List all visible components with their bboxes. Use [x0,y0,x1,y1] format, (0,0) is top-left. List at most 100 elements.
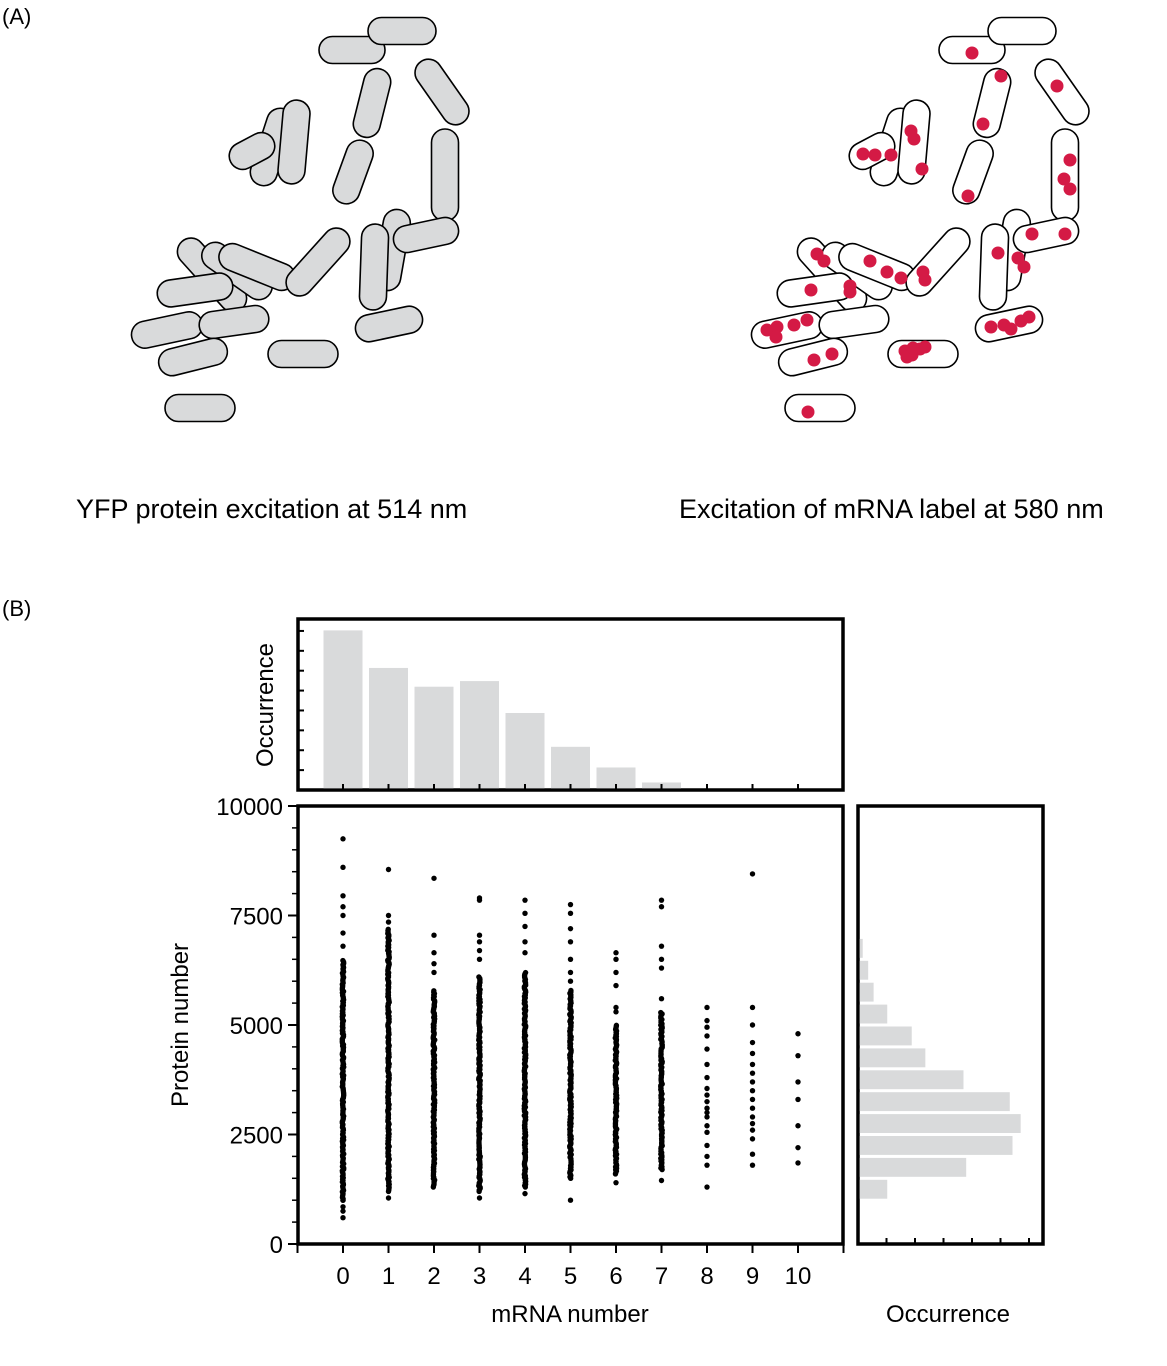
scatter-point [340,1197,346,1203]
yfp-cell-body [228,131,276,171]
scatter-point [385,919,392,925]
scatter-point [749,1061,756,1068]
top-histogram-bar [369,667,408,789]
yfp-cell-body [367,16,437,46]
y-tick-label: 10000 [216,794,283,821]
mrna-spot [1022,310,1036,324]
scatter-point [340,1215,346,1221]
mrna-spot [868,148,882,162]
y-tick-label: 7500 [230,904,283,931]
scatter-point [704,1004,710,1011]
scatter-point [476,897,483,903]
scatter-point [340,864,346,871]
yfp-cell-body [318,35,386,65]
yfp-cell-body [352,67,392,139]
scatter-point [795,1052,801,1059]
scatter-point [749,1136,756,1142]
scatter-point [658,965,665,971]
scatter-point [567,939,574,945]
mrna-cell-body [1012,216,1080,254]
scatter-point [704,1074,710,1081]
mrna-spot [994,69,1008,83]
scatter-point [340,943,346,949]
scatter-point [795,1123,801,1129]
scatter-point [795,1144,801,1151]
scatter-point [567,956,574,962]
mrna-spot [1025,227,1039,241]
side-histogram-bar [859,1048,926,1068]
scatter-point [704,1017,710,1024]
panel-a-left-caption: YFP protein excitation at 514 nm [76,494,468,524]
scatter-point [431,950,437,956]
mrna-spot [961,189,975,203]
scatter-point [522,939,528,945]
mrna-cell-body [818,304,890,340]
scatter-point [749,1127,756,1133]
scatter-point [567,910,574,917]
mrna-spot [907,132,921,146]
scatter-point [704,1142,710,1149]
top-histogram-bar [323,630,363,789]
yfp-cell-body [285,227,351,297]
scatter-point [522,969,529,976]
scatter-point [749,1114,756,1120]
yfp-cell-body [392,216,460,254]
yfp-cell [198,304,270,340]
scatter-point [476,932,483,938]
side-histogram-bar [859,1157,967,1177]
scatter-point [795,1160,801,1166]
scatter-point [522,1190,528,1197]
mrna-spot [1004,322,1018,336]
mrna-spot [906,341,920,355]
side-histogram-bar [859,982,874,1002]
scatter-point [522,923,528,930]
y-tick-label: 5000 [230,1013,283,1040]
side-histogram-bar [859,938,863,958]
yfp-cell [358,223,390,311]
mrna-spot [760,323,774,337]
scatter-point [613,1179,619,1186]
top-histogram-bar [460,681,499,789]
yfp-cell [228,131,276,171]
mrna-spot [856,147,870,161]
scatter-point [704,1114,710,1120]
yfp-cell-body [414,58,470,126]
yfp-cell-body [354,305,424,343]
side-histogram-bar [859,960,869,980]
yfp-cell [354,305,424,343]
side-hist-x-label: Occurrence [886,1301,1010,1328]
x-tick-label: 7 [655,1263,668,1290]
scatter-point [613,956,619,962]
yfp-cell [332,139,374,205]
scatter-point [567,978,574,984]
scatter-point [749,1120,756,1127]
mrna-cell [987,16,1057,46]
x-tick-label: 10 [785,1263,812,1290]
yfp-cell-body [277,99,311,185]
yfp-cell-body [164,393,236,423]
scatter-point [340,930,346,936]
scatter-point [431,932,437,938]
scatter-point [749,871,756,877]
scatter-point [658,1009,664,1016]
scatter-point [385,926,391,933]
yfp-cell [157,337,229,377]
y-axis-label: Protein number [167,943,194,1107]
mrna-spot [884,148,898,162]
mrna-cell-body [1034,58,1090,126]
mrna-spot [863,254,877,268]
scatter-point [476,974,482,980]
mrna-spot [880,265,894,279]
scatter-point [431,875,437,881]
top-histogram-bar [505,713,545,789]
scatter-point [613,982,619,989]
mrna-cell-body [784,393,856,423]
mrna-spot [804,283,818,297]
scatter-point [704,1085,710,1092]
mrna-spot [894,271,908,285]
scatter-point [704,1184,710,1190]
scatter-point [749,1151,756,1157]
mrna-spot [976,117,990,131]
yfp-cell [164,393,236,423]
x-tick-label: 9 [746,1263,759,1290]
